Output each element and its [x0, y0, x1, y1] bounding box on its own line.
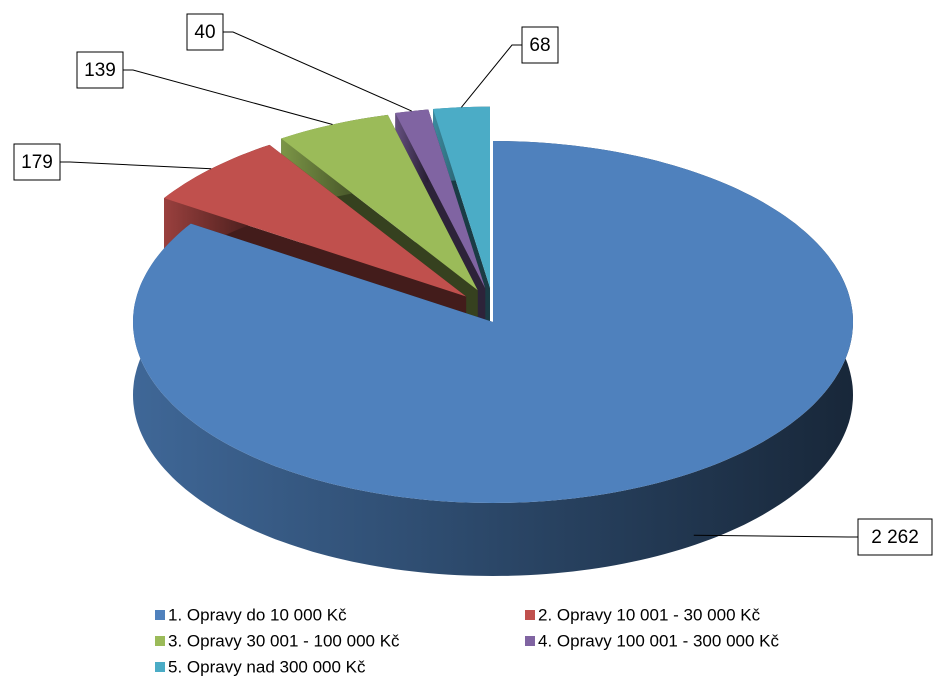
data-label-box	[76, 51, 124, 89]
leader-line	[223, 31, 412, 112]
data-label: 2 262	[871, 527, 919, 548]
legend-label: 4. Opravy 100 001 - 300 000 Kč	[538, 631, 779, 650]
leader-line	[693, 534, 858, 538]
legend-swatch	[525, 610, 535, 620]
legend-label: 5. Opravy nad 300 000 Kč	[168, 657, 366, 676]
data-label: 139	[84, 60, 116, 81]
data-label-box	[186, 13, 224, 51]
data-label: 68	[529, 35, 550, 56]
data-label: 179	[21, 152, 53, 173]
legend-swatch	[155, 662, 165, 672]
data-label-box	[857, 518, 933, 556]
slice	[395, 109, 486, 289]
leader-line	[123, 69, 333, 126]
legend-swatch	[155, 610, 165, 620]
slice	[281, 114, 478, 291]
leader-line	[461, 44, 522, 108]
slice	[433, 106, 490, 288]
legend-label: 2. Opravy 10 001 - 30 000 Kč	[538, 605, 761, 624]
legend-swatch	[155, 636, 165, 646]
data-label-box	[13, 143, 61, 181]
legend-swatch	[525, 636, 535, 646]
slice	[164, 144, 467, 297]
data-label: 40	[194, 22, 215, 43]
legend-label: 3. Opravy 30 001 - 100 000 Kč	[168, 631, 400, 650]
legend-label: 1. Opravy do 10 000 Kč	[168, 605, 347, 624]
leader-line	[60, 161, 212, 170]
data-label-box	[521, 26, 559, 64]
slice	[133, 141, 853, 503]
